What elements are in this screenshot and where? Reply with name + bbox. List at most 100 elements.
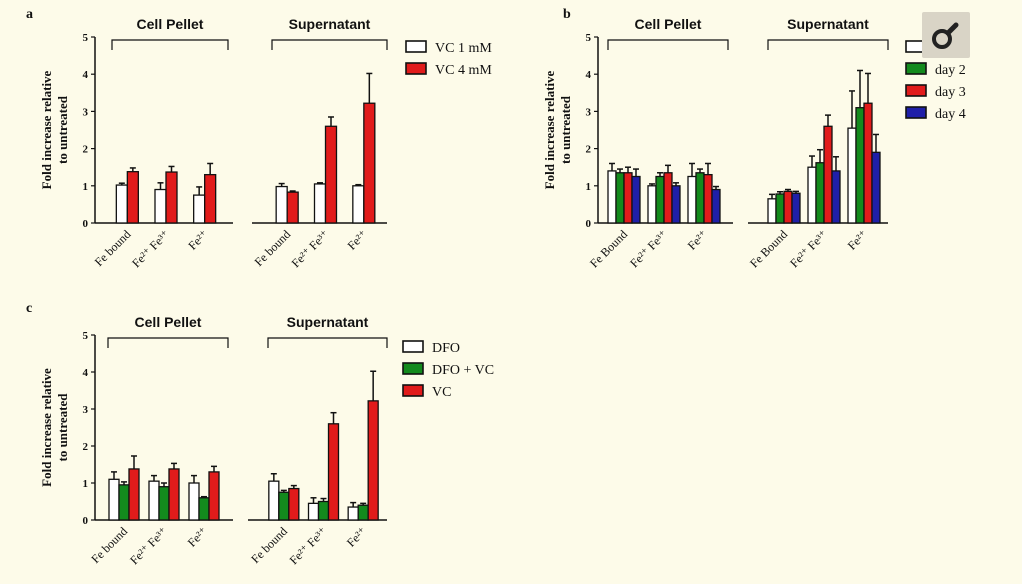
bar	[198, 497, 210, 521]
bar	[278, 491, 290, 521]
bar	[711, 188, 721, 224]
bar	[154, 188, 167, 224]
bar	[165, 171, 178, 224]
legend-label: day 4	[935, 107, 966, 122]
group-bracket	[767, 39, 889, 50]
bar	[623, 172, 633, 224]
group-label: Supernatant	[287, 314, 369, 330]
bar	[655, 175, 665, 224]
bar	[663, 172, 673, 224]
bar	[823, 125, 833, 224]
x-tick-label: Fe²⁺	[344, 524, 369, 549]
bar	[324, 125, 338, 224]
x-tick-label: Fe²⁺ Fe³⁺	[129, 227, 172, 270]
bar	[115, 184, 128, 224]
x-tick-label: Fe²⁺	[185, 227, 210, 252]
legend-swatch	[402, 384, 424, 397]
bar	[687, 175, 697, 224]
legend-label: VC 4 mM	[435, 63, 492, 78]
bar	[767, 198, 777, 224]
bar	[615, 172, 625, 224]
bar	[352, 185, 365, 224]
legend-swatch	[905, 106, 927, 119]
magnifier-icon	[932, 22, 959, 49]
y-tick-label: 1	[83, 478, 89, 490]
bar	[108, 478, 120, 521]
bar	[671, 185, 681, 224]
bar	[607, 170, 617, 224]
legend-label: DFO + VC	[432, 363, 494, 378]
bar	[118, 484, 130, 521]
bar	[871, 151, 881, 224]
x-tick-label: Fe bound	[88, 524, 130, 566]
group-bracket	[111, 39, 229, 50]
panel-c: c Fold increase relativeto untreated 0 1 2 3 4…	[26, 301, 494, 567]
bar	[695, 172, 705, 224]
bar	[363, 102, 376, 224]
bar	[268, 480, 280, 521]
group-label: Cell Pellet	[635, 16, 702, 32]
x-tick-label: Fe²⁺	[345, 227, 370, 252]
y-tick-label: 3	[83, 106, 89, 118]
legend-swatch	[405, 40, 427, 53]
bar	[168, 468, 180, 521]
group-label: Supernatant	[289, 16, 371, 32]
y-tick-label: 0	[586, 218, 592, 230]
bar	[847, 127, 857, 224]
bar	[327, 423, 340, 521]
bar	[703, 173, 713, 224]
bar	[148, 480, 160, 521]
bar	[288, 487, 300, 521]
bar	[783, 190, 793, 224]
y-tick-label: 1	[586, 181, 592, 193]
y-tick-label: 3	[586, 106, 592, 118]
bar	[791, 192, 801, 224]
legend-swatch	[402, 362, 424, 375]
y-tick-label: 0	[83, 515, 89, 527]
x-tick-label: Fe bound	[252, 227, 294, 269]
y-tick-label: 2	[586, 144, 592, 156]
bar	[367, 400, 379, 521]
legend-label: VC 1 mM	[435, 41, 492, 56]
bar	[307, 502, 320, 521]
bar	[208, 471, 220, 521]
y-axis-label: Fold increase relativeto untreated	[39, 70, 70, 189]
bar	[193, 194, 206, 224]
legend-swatch	[905, 62, 927, 75]
x-tick-label: Fe²⁺ Fe³⁺	[287, 524, 330, 567]
y-tick-label: 0	[83, 218, 89, 230]
bar	[188, 482, 200, 521]
y-tick-label: 3	[83, 404, 89, 416]
group-bracket	[607, 39, 729, 50]
x-tick-label: Fe bound	[248, 524, 290, 566]
panel-a: a Fold increase relativeto untreated 0 1 2 3 4…	[26, 7, 492, 270]
bar	[775, 193, 785, 224]
y-tick-label: 2	[83, 441, 89, 453]
bar	[863, 102, 873, 224]
legend-label: day 3	[935, 85, 966, 100]
x-tick-label: Fe Bound	[587, 227, 630, 270]
y-tick-label: 4	[83, 69, 89, 81]
bar	[158, 486, 170, 521]
group-label: Cell Pellet	[135, 314, 202, 330]
x-tick-label: Fe²⁺ Fe³⁺	[289, 227, 332, 270]
group-label: Supernatant	[787, 16, 869, 32]
zoom-button[interactable]	[922, 12, 970, 58]
y-tick-label: 2	[83, 144, 89, 156]
legend-label: day 2	[935, 63, 966, 78]
x-tick-label: Fe bound	[92, 227, 134, 269]
bar	[128, 468, 140, 521]
x-tick-label: Fe²⁺	[845, 227, 870, 252]
y-tick-label: 5	[83, 330, 89, 342]
bar	[126, 171, 139, 224]
bar	[647, 185, 657, 224]
bar	[313, 183, 327, 224]
legend-swatch	[905, 84, 927, 97]
bar	[631, 175, 641, 224]
legend-swatch	[402, 340, 424, 353]
bar	[204, 173, 217, 224]
y-axis-label: Fold increase relativeto untreated	[542, 70, 573, 189]
legend-swatch	[405, 62, 427, 75]
bar	[347, 506, 359, 521]
